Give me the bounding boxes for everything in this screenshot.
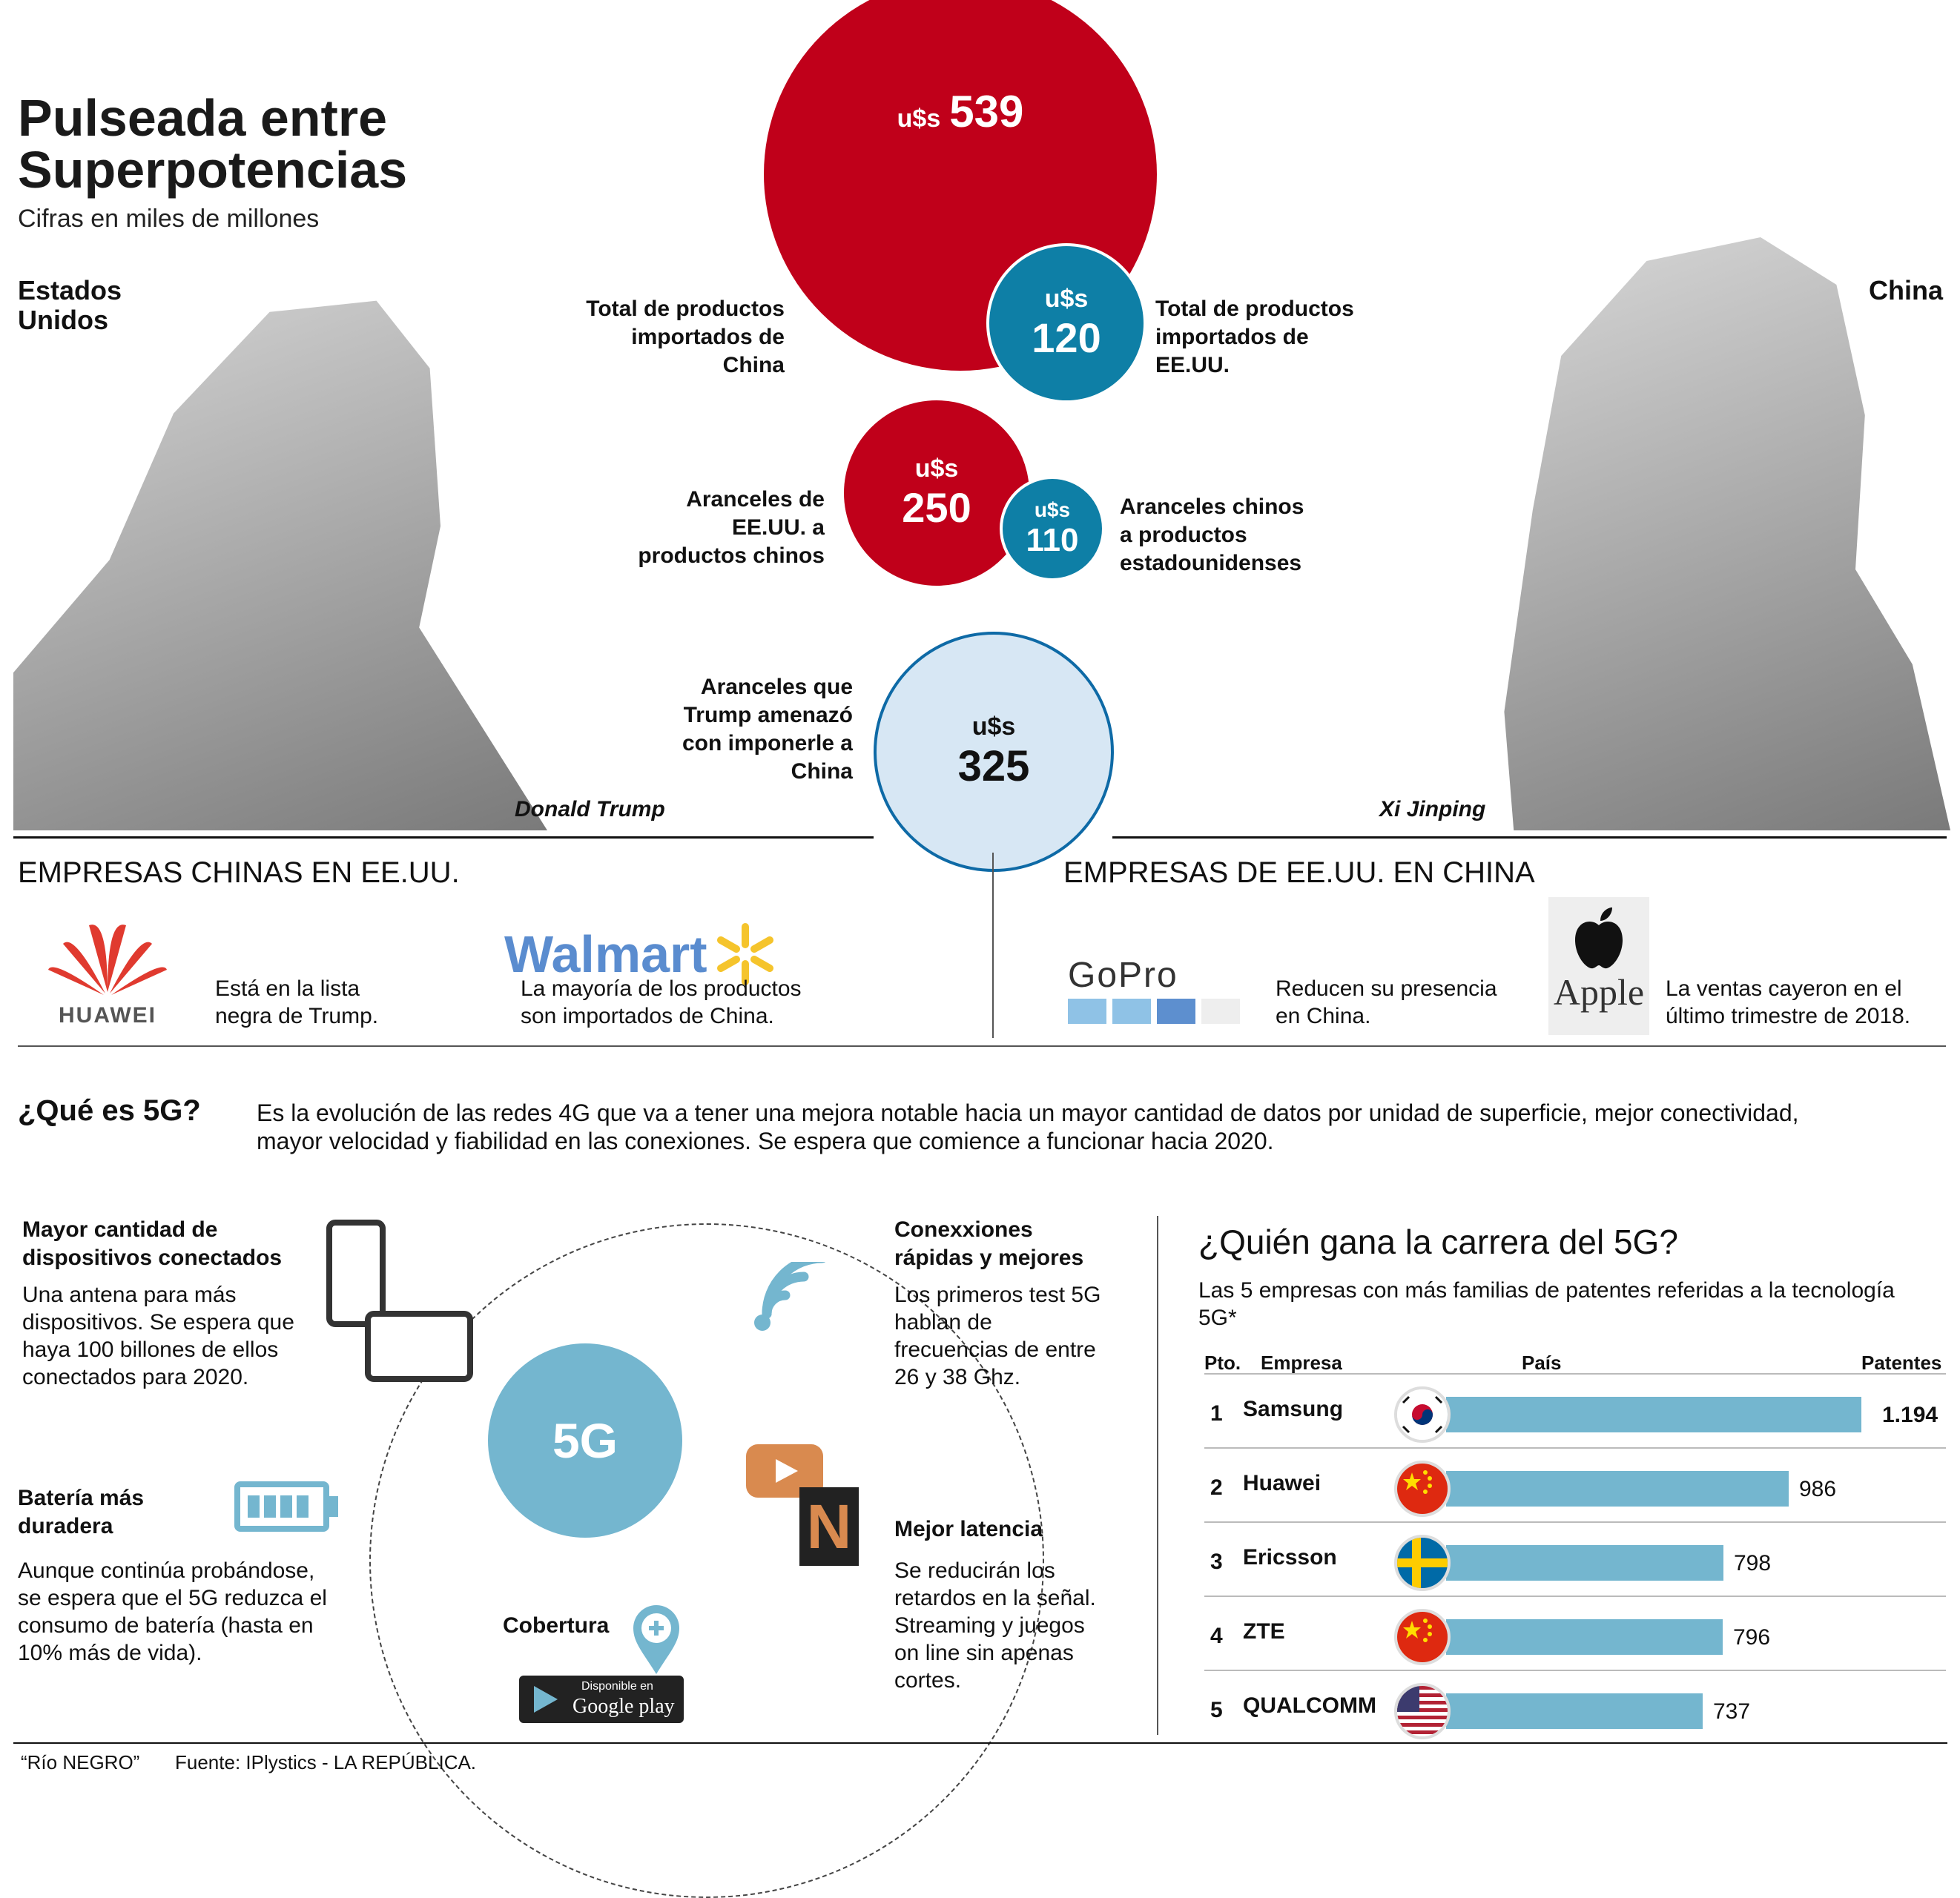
- header-country: País: [1522, 1352, 1562, 1374]
- row-divider: [1204, 1670, 1946, 1671]
- patent-bar: [1446, 1471, 1789, 1507]
- walmart-logo: Walmart: [504, 921, 779, 988]
- devices-title: Mayor cantidad de dispositivos conectado…: [22, 1217, 283, 1270]
- row-divider: [1204, 1521, 1946, 1523]
- bubble-imports-us: u$s 120: [986, 243, 1146, 403]
- battery-title: Batería más duradera: [18, 1486, 145, 1538]
- battery-icon: [234, 1481, 329, 1532]
- divider-footer: [13, 1742, 1947, 1744]
- race-title: ¿Quién gana la carrera del 5G?: [1198, 1223, 1678, 1261]
- patent-bar: [1446, 1545, 1723, 1581]
- patent-value: 798: [1734, 1551, 1772, 1575]
- title-line-1: Pulseada entre: [18, 89, 387, 147]
- 5g-center: 5G: [488, 1343, 682, 1538]
- patent-bar: [1446, 1619, 1723, 1655]
- apple-icon: [1575, 907, 1623, 969]
- row-divider: [1204, 1373, 1946, 1375]
- speed-text: Los primeros test 5G hablan de frecuenci…: [894, 1283, 1101, 1389]
- tablet-icon: [365, 1311, 473, 1382]
- row-position: 1: [1210, 1401, 1223, 1426]
- label-us-tariffs: Aranceles de EE.UU. a productos chinos: [638, 487, 825, 568]
- china-flag-icon: [1394, 1609, 1451, 1665]
- header-company: Empresa: [1261, 1352, 1342, 1374]
- row-position: 2: [1210, 1475, 1223, 1500]
- person-name-left: Donald Trump: [515, 797, 665, 821]
- divider-companies-bottom: [18, 1045, 1946, 1047]
- subtitle: Cifras en miles de millones: [18, 205, 320, 233]
- divider-center: [992, 853, 994, 1038]
- row-position: 5: [1210, 1698, 1223, 1722]
- row-divider: [1204, 1596, 1946, 1597]
- country-left: Estados Unidos: [18, 275, 122, 335]
- row-position: 3: [1210, 1550, 1223, 1574]
- huawei-text: Está en la lista negra de Trump.: [215, 976, 379, 1028]
- bubble-us-tariffs: u$s 250: [844, 400, 1029, 586]
- battery-text: Aunque continúa probándose, se espera qu…: [18, 1558, 327, 1665]
- patent-value: 737: [1713, 1699, 1751, 1724]
- apple-logo: Apple: [1548, 897, 1649, 1035]
- what-5g-title: ¿Qué es 5G?: [18, 1094, 201, 1127]
- row-company: ZTE: [1243, 1619, 1285, 1644]
- patent-value: 796: [1733, 1625, 1771, 1650]
- patent-bar: [1446, 1693, 1703, 1729]
- what-5g-text: Es la evolución de las redes 4G que va a…: [257, 1100, 1799, 1154]
- play-triangle-icon: [534, 1686, 558, 1713]
- google-play-badge[interactable]: Disponible en Google play: [519, 1676, 684, 1723]
- divider-5g-center: [1157, 1216, 1158, 1735]
- person-name-right: Xi Jinping: [1379, 797, 1486, 821]
- row-company: QUALCOMM: [1243, 1693, 1376, 1718]
- gopro-text: Reducen su presencia en China.: [1276, 976, 1497, 1028]
- row-company: Ericsson: [1243, 1545, 1337, 1570]
- latency-text: Se reducirán los retardos en la señal. S…: [894, 1558, 1096, 1693]
- speed-title: Conexxiones rápidas y mejores: [894, 1217, 1084, 1270]
- section-chinese-companies: EMPRESAS CHINAS EN EE.UU.: [18, 856, 460, 889]
- row-divider: [1204, 1447, 1946, 1449]
- devices-text: Una antena para más dispositivos. Se esp…: [22, 1283, 294, 1389]
- row-company: Samsung: [1243, 1397, 1344, 1421]
- row-company: Huawei: [1243, 1471, 1321, 1495]
- row-position: 4: [1210, 1624, 1223, 1648]
- huawei-logo: HUAWEI: [44, 918, 171, 1029]
- section-us-companies: EMPRESAS DE EE.UU. EN CHINA: [1063, 856, 1535, 889]
- usa-flag-icon: [1394, 1683, 1451, 1739]
- walmart-text: La mayoría de los productos son importad…: [521, 976, 802, 1028]
- header-pos: Pto.: [1204, 1352, 1241, 1374]
- battery-tip: [329, 1496, 338, 1517]
- bubble-imports-china: u$s 539: [764, 0, 1157, 371]
- title-line-2: Superpotencias: [18, 141, 408, 199]
- sweden-flag-icon: [1394, 1535, 1451, 1591]
- apple-text: La ventas cayeron en el último trimestre…: [1666, 976, 1911, 1028]
- patent-value: 1.194: [1882, 1403, 1938, 1427]
- footer-left: “Río NEGRO”: [21, 1751, 140, 1773]
- huawei-petals-icon: [48, 925, 167, 995]
- location-pin-icon: [633, 1605, 679, 1674]
- country-right: China: [1869, 275, 1944, 305]
- south-korea-flag-icon: [1394, 1386, 1451, 1443]
- label-imports-china: Total de productos importados de China: [586, 297, 785, 377]
- phone-icon: [326, 1220, 386, 1327]
- patent-value: 986: [1799, 1477, 1837, 1501]
- bubble-china-tariffs: u$s 110: [1000, 476, 1105, 581]
- label-china-tariffs: Aranceles chinos a productos estadounide…: [1120, 495, 1304, 575]
- footer-source: Fuente: IPlystics - LA REPÚBLICA.: [175, 1751, 477, 1773]
- page-title: Pulseada entre Superpotencias: [18, 92, 407, 196]
- race-subtitle: Las 5 empresas con más familias de paten…: [1198, 1278, 1895, 1330]
- gopro-logo: GoPro: [1068, 955, 1240, 1024]
- netflix-icon: N: [799, 1487, 859, 1566]
- coverage-title: Cobertura: [503, 1613, 610, 1638]
- bubble-threatened: u$s 325: [874, 632, 1114, 872]
- trump-photo: [13, 300, 547, 830]
- label-threatened: Aranceles que Trump amenazó con imponerl…: [682, 675, 853, 784]
- latency-title: Mejor latencia: [894, 1517, 1043, 1541]
- patent-bar: [1446, 1397, 1861, 1432]
- wifi-icon: [754, 1262, 826, 1331]
- walmart-spark-icon: [716, 923, 773, 985]
- label-imports-us: Total de productos importados de EE.UU.: [1155, 297, 1354, 377]
- divider-top: [13, 836, 874, 839]
- china-flag-icon: [1394, 1461, 1451, 1517]
- divider-top-right: [1112, 836, 1947, 839]
- xi-photo: [1504, 237, 1950, 830]
- header-patents: Patentes: [1861, 1352, 1942, 1374]
